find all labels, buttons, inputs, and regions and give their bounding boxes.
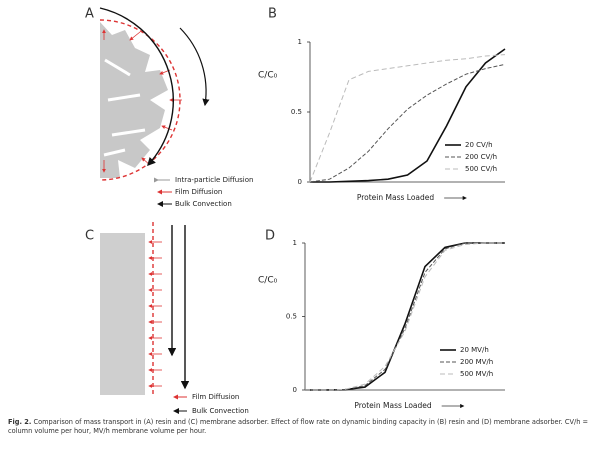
legend-label: 20 MV/h — [460, 346, 489, 354]
data-line — [310, 48, 506, 183]
panel-label: D — [265, 229, 275, 244]
y-axis-label: C/C₀ — [258, 276, 278, 286]
bulk-flow — [179, 27, 210, 107]
data-line — [309, 63, 506, 183]
pores — [103, 58, 146, 157]
data-line — [309, 54, 506, 183]
data-line — [305, 242, 505, 391]
caption-text: Comparison of mass transport in (A) resi… — [8, 418, 589, 435]
y-tick-label: 0 — [293, 386, 297, 394]
data-line — [305, 242, 505, 391]
data-line — [305, 242, 505, 391]
panel-label: A — [85, 7, 94, 22]
y-tick-label: 0.5 — [291, 108, 302, 116]
y-axis-label: C/C₀ — [258, 71, 278, 81]
film-arrows — [148, 240, 162, 388]
legend-label: 20 CV/h — [465, 141, 493, 149]
y-tick-label: 1 — [293, 239, 297, 247]
legend-label: 200 CV/h — [465, 153, 497, 161]
y-tick-label: 0.5 — [286, 313, 297, 321]
x-axis-label: Protein Mass Loaded — [357, 193, 435, 202]
figure-panels: A Intra-particle Diffusion Film Diffusio… — [85, 7, 506, 415]
y-tick-label: 1 — [298, 38, 302, 46]
legend-label: 200 MV/h — [460, 358, 493, 366]
legend-label: 500 MV/h — [460, 370, 493, 378]
x-axis-label: Protein Mass Loaded — [354, 401, 432, 410]
legend-text: Bulk Convection — [175, 200, 232, 208]
membrane — [100, 233, 145, 395]
bulk-flow — [99, 7, 174, 167]
legend-text: Film Diffusion — [192, 393, 239, 401]
legend-text: Film Diffusion — [175, 188, 222, 196]
legend-label: 500 CV/h — [465, 165, 497, 173]
figure-caption: Fig. 2. Comparison of mass transport in … — [8, 418, 593, 436]
legend-text: Intra-particle Diffusion — [175, 176, 253, 184]
particle-body — [100, 22, 168, 178]
resin-particle — [100, 22, 168, 178]
caption-label: Fig. 2. — [8, 418, 32, 426]
film-boundary — [99, 19, 181, 181]
legend-text: Bulk Convection — [192, 407, 249, 415]
y-tick-label: 0 — [298, 178, 302, 186]
panel-label: B — [268, 7, 277, 22]
panel-label: C — [85, 229, 94, 244]
